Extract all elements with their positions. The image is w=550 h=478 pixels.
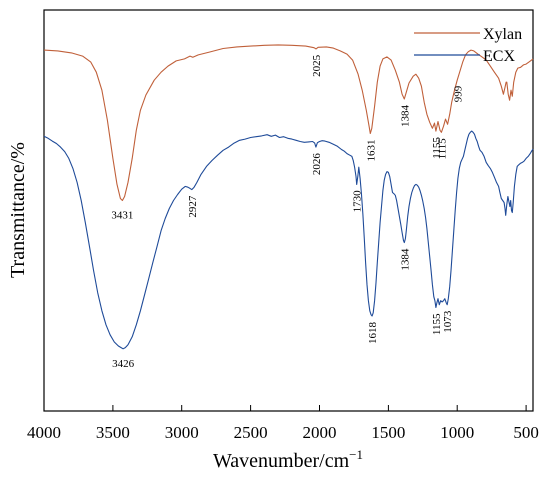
x-tick-label-500: 500 bbox=[513, 423, 539, 442]
legend: Xylan ECX bbox=[414, 26, 522, 65]
legend-label-ecx: ECX bbox=[483, 48, 515, 65]
peak-label-ecx-1073: 1073 bbox=[442, 310, 454, 333]
x-tick-label-1500: 1500 bbox=[371, 423, 405, 442]
peak-label-ecx-2026: 2026 bbox=[311, 153, 323, 176]
x-tick-label-2500: 2500 bbox=[234, 423, 268, 442]
series-line-xylan bbox=[43, 44, 534, 202]
peak-label-xylan-1155: 1155 bbox=[431, 137, 443, 159]
peak-label-xylan-1631: 1631 bbox=[365, 140, 377, 162]
y-axis-title: Transmittance/% bbox=[7, 142, 29, 278]
x-tick-label-2000: 2000 bbox=[303, 423, 337, 442]
peak-label-xylan-999: 999 bbox=[452, 85, 464, 102]
peak-label-xylan-3431: 3431 bbox=[111, 210, 133, 222]
x-tick-label-1000: 1000 bbox=[440, 423, 474, 442]
peak-label-xylan-2025: 2025 bbox=[311, 54, 323, 77]
x-tick-label-3000: 3000 bbox=[165, 423, 199, 442]
peak-label-ecx-1384: 1384 bbox=[399, 248, 411, 271]
series-layer bbox=[43, 44, 534, 350]
legend-label-xylan: Xylan bbox=[483, 26, 522, 43]
peak-label-ecx-1730: 1730 bbox=[352, 190, 364, 213]
peak-label-ecx-1618: 1618 bbox=[367, 322, 379, 345]
peak-label-ecx-1155: 1155 bbox=[431, 313, 443, 335]
x-axis-title-superscript: −1 bbox=[349, 447, 363, 462]
series-line-ecx bbox=[43, 130, 534, 350]
peak-label-xylan-1384: 1384 bbox=[399, 105, 411, 128]
peak-label-xylan-1115: 1115 bbox=[436, 138, 448, 160]
x-axis-ticks: 4000 3500 3000 2500 2000 1500 1000 500 bbox=[27, 405, 539, 442]
x-tick-label-3500: 3500 bbox=[96, 423, 130, 442]
peak-label-ecx-3426: 3426 bbox=[112, 358, 135, 370]
x-axis-title-text: Wavenumber/cm bbox=[213, 450, 350, 472]
x-axis-title: Wavenumber/cm−1 bbox=[213, 447, 363, 472]
peak-label-ecx-2927: 2927 bbox=[187, 195, 199, 218]
x-tick-label-4000: 4000 bbox=[27, 423, 61, 442]
plot-frame bbox=[43, 9, 534, 412]
